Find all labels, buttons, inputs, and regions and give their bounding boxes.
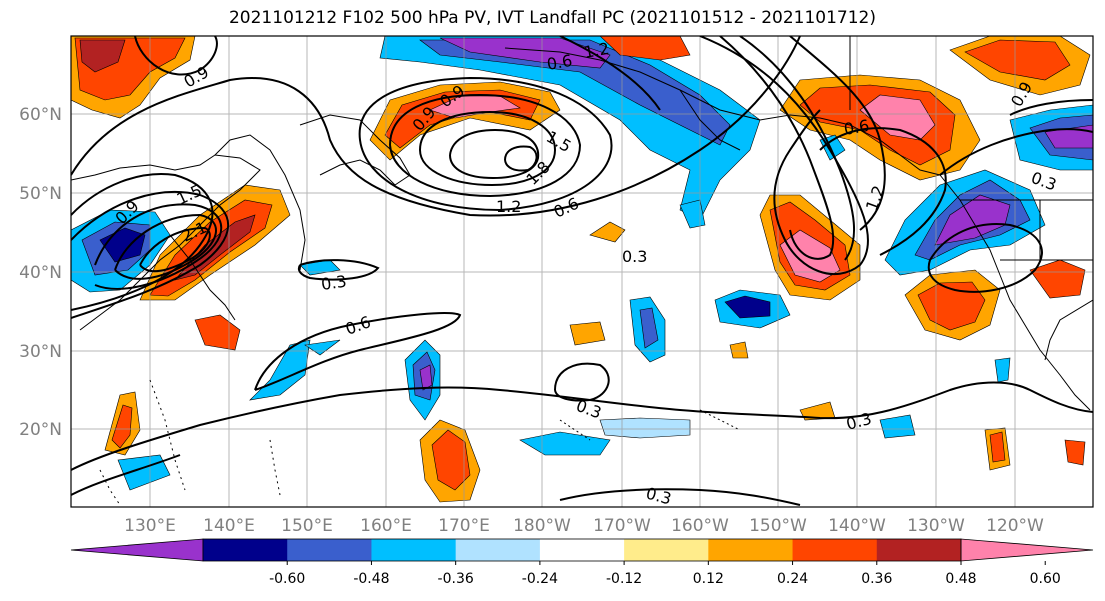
contour-label: 0.6 <box>545 51 573 74</box>
lon-labels: 130°E 140°E 150°E 160°E 170°E 180°W 170°… <box>124 516 1044 536</box>
colorbar-tick-label: -0.24 <box>522 571 558 587</box>
lat-label: 50°N <box>19 184 62 204</box>
map-title: 2021101212 F102 500 hPa PV, IVT Landfall… <box>228 8 876 28</box>
colorbar-tick-label: -0.48 <box>353 571 389 587</box>
contour-label: 0.3 <box>320 272 348 294</box>
coastlines <box>71 36 1093 506</box>
lat-labels: 60°N 50°N 40°N 30°N 20°N <box>19 105 62 440</box>
lon-label: 170°W <box>593 516 651 536</box>
pv-contours <box>71 36 1093 506</box>
colorbar-bin <box>876 539 962 561</box>
contour-label: 0.6 <box>343 312 373 339</box>
lon-label: 140°E <box>203 516 255 536</box>
lat-label: 30°N <box>19 342 62 362</box>
colorbar-extend-high <box>960 538 1094 562</box>
colorbar-bin <box>792 539 878 561</box>
lon-label: 150°W <box>749 516 807 536</box>
colorbar-bin <box>624 539 709 561</box>
contour-label: 0.3 <box>622 247 647 266</box>
colorbar-tick-label: 0.24 <box>777 571 808 587</box>
lon-label: 150°E <box>281 516 333 536</box>
contour-label: 1.2 <box>582 39 610 62</box>
contour-label: 1.2 <box>496 197 521 216</box>
contour-label: 0.3 <box>844 409 874 434</box>
lon-label: 170°E <box>438 516 490 536</box>
colorbar-bin <box>708 539 794 561</box>
colorbar-tick-label: -0.60 <box>269 571 305 587</box>
contour-label: 0.6 <box>842 116 870 139</box>
contour-label: 0.3 <box>644 484 674 509</box>
colorbar-bin <box>455 539 541 561</box>
lat-label: 40°N <box>19 263 62 283</box>
contour-label: 0.3 <box>574 396 604 423</box>
colorbar: -0.60 -0.48 -0.36 -0.24 -0.12 0.12 0.24 0.36 0.4… <box>70 538 1094 587</box>
colorbar-outline <box>202 538 962 562</box>
map-panel: 0.9 1.2 0.6 0.9 1.5 0.9 1.8 1.2 0.6 0.6 … <box>71 36 1093 509</box>
colorbar-tick-label: 0.48 <box>945 571 976 587</box>
colorbar-tick-label: 0.60 <box>1030 571 1061 587</box>
lon-label: 120°W <box>986 516 1044 536</box>
gridlines <box>71 36 1093 507</box>
lat-label: 20°N <box>19 420 62 440</box>
colorbar-tick-label: 0.36 <box>861 571 892 587</box>
colorbar-tick-label: -0.36 <box>438 571 474 587</box>
contour-label: 0.6 <box>551 194 582 222</box>
lon-label: 160°E <box>360 516 412 536</box>
map-frame <box>70 35 1094 508</box>
lon-label: 140°W <box>828 516 886 536</box>
colorbar-tick-label: -0.12 <box>606 571 642 587</box>
lon-label: 130°W <box>907 516 965 536</box>
colorbar-bin <box>371 539 457 561</box>
lon-label: 160°W <box>671 516 729 536</box>
colorbar-bin <box>539 539 625 561</box>
lon-label: 180°W <box>513 516 571 536</box>
colorbar-bin <box>203 539 288 561</box>
lat-label: 60°N <box>19 105 62 125</box>
contour-label: 0.3 <box>1029 168 1059 195</box>
lon-label: 130°E <box>124 516 176 536</box>
colorbar-tick-label: 0.12 <box>693 571 724 587</box>
pv-shading <box>71 36 1093 503</box>
colorbar-extend-low <box>70 538 204 562</box>
colorbar-bin <box>287 539 372 561</box>
